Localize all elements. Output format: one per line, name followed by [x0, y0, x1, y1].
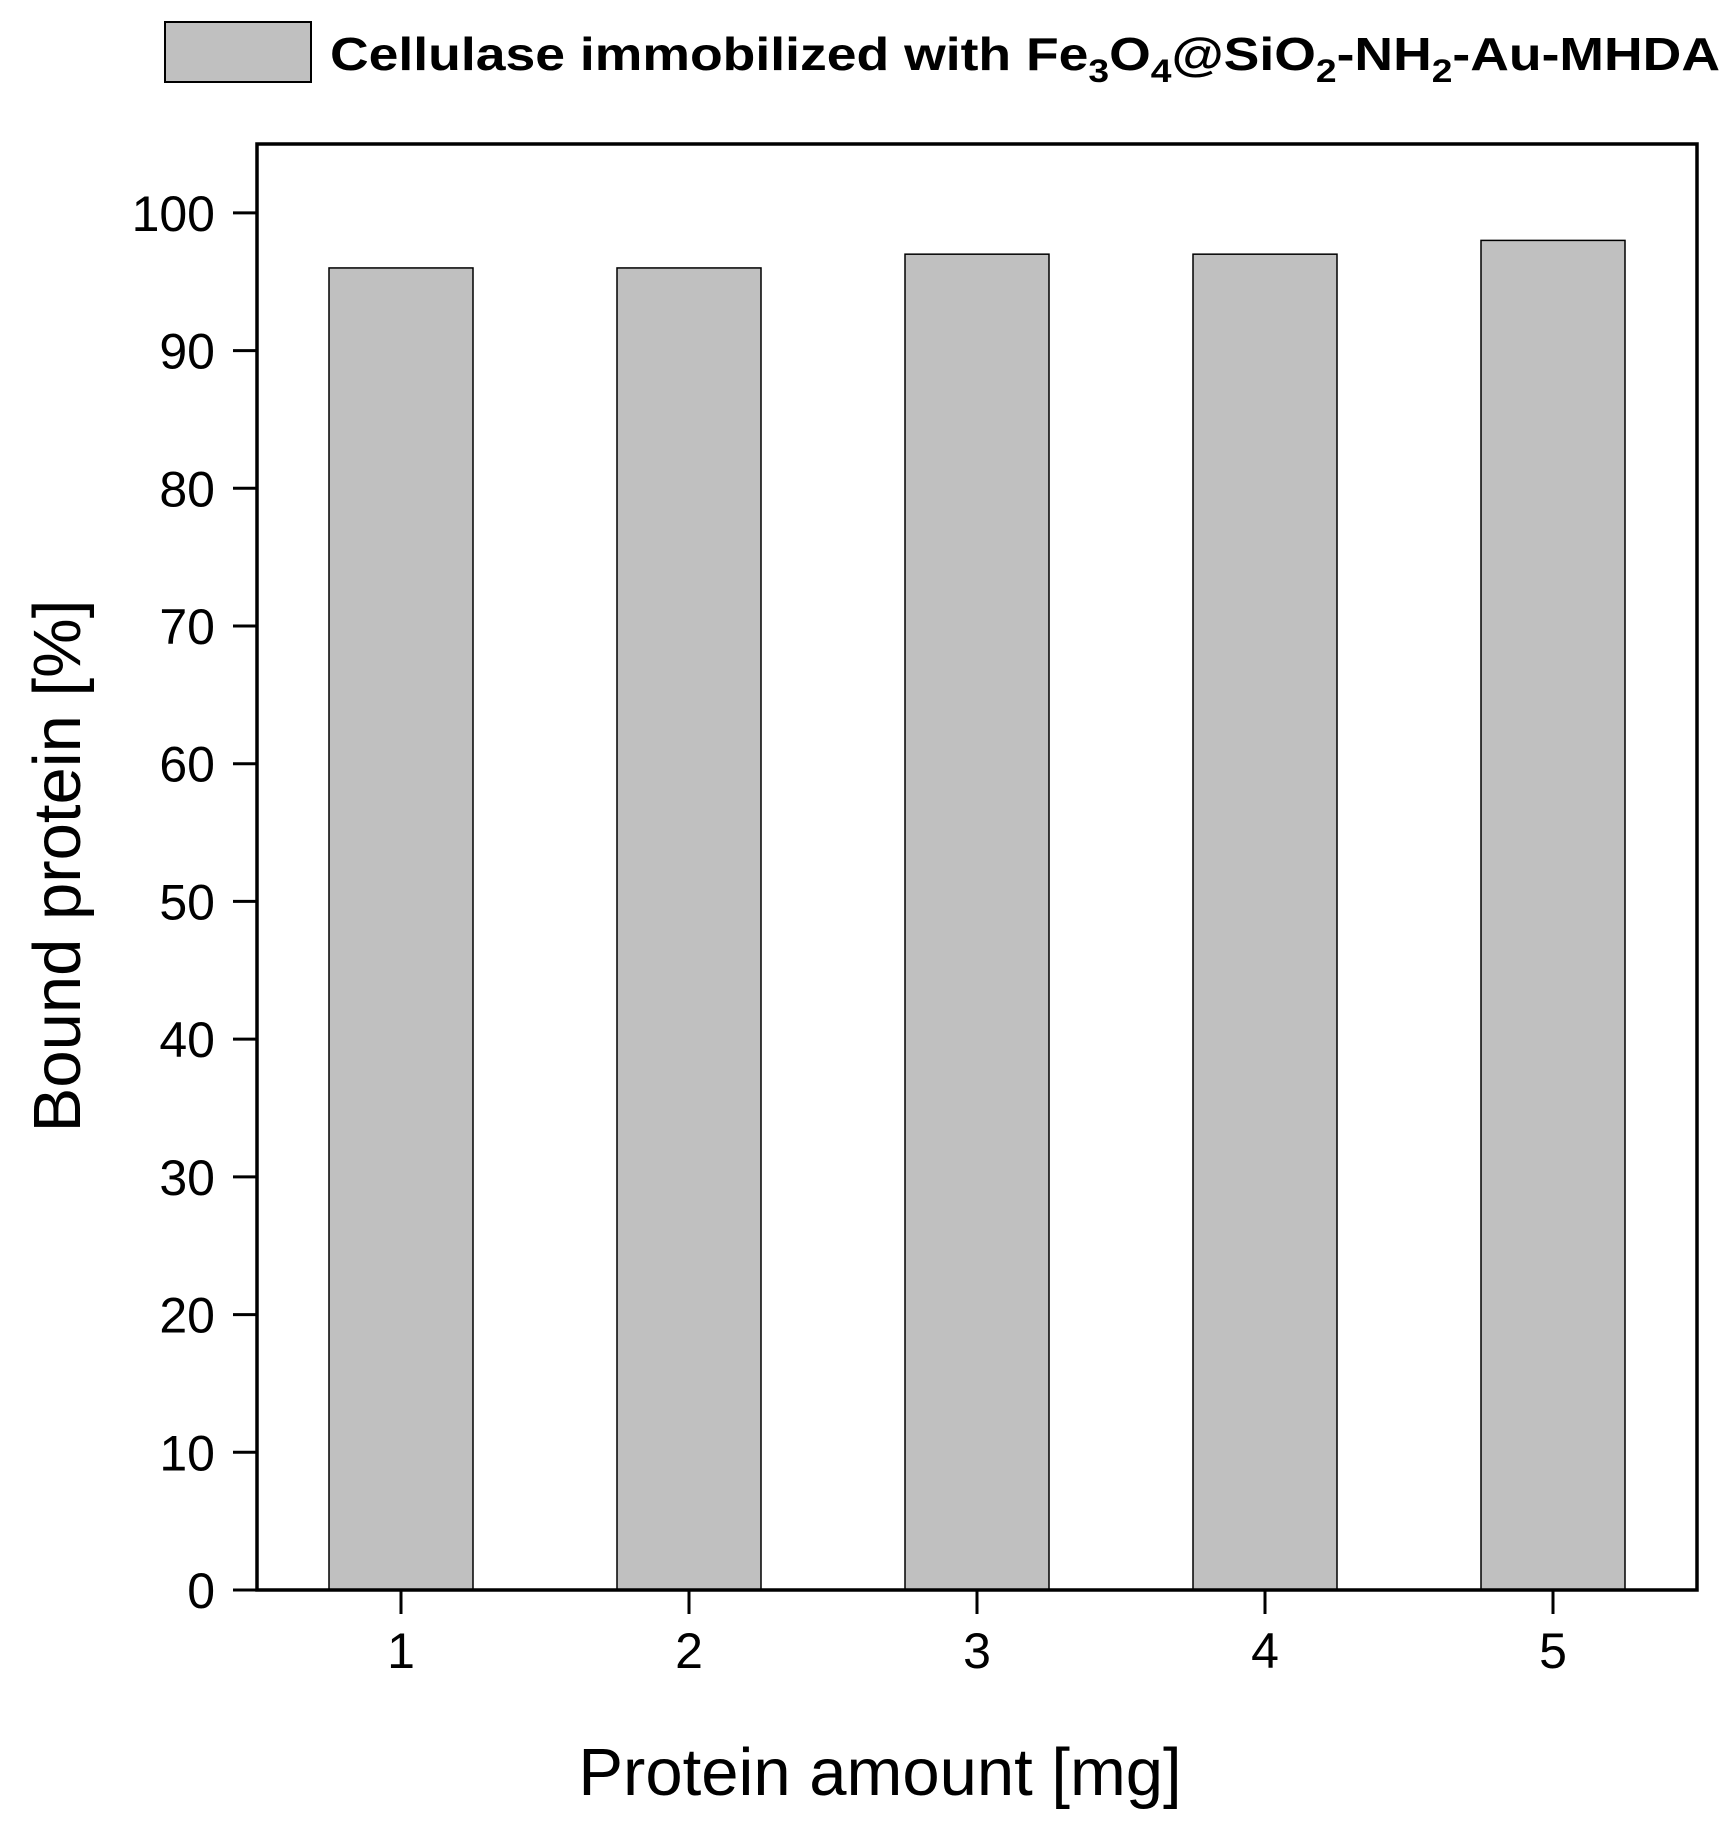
legend-label: Cellulase immobilized with Fe 3O 4@SiO 2-NH…: [330, 28, 1720, 89]
legend-swatch: [164, 21, 312, 83]
x-tick-label: 4: [1251, 1623, 1279, 1679]
x-tick-label: 2: [675, 1623, 703, 1679]
y-tick-label: 30: [159, 1150, 215, 1206]
y-tick-label: 60: [159, 737, 215, 793]
bar: [904, 253, 1050, 1591]
x-tick-label: 5: [1539, 1623, 1567, 1679]
y-tick-label: 70: [159, 599, 215, 655]
y-tick-label: 100: [132, 186, 215, 242]
y-axis-title: Bound protein [%]: [20, 600, 95, 1133]
y-tick-label: 0: [187, 1563, 215, 1619]
y-tick-label: 40: [159, 1012, 215, 1068]
bar: [1192, 253, 1338, 1591]
x-tick-label: 1: [387, 1623, 415, 1679]
y-tick-label: 50: [159, 874, 215, 930]
x-axis-title: Protein amount [mg]: [578, 1735, 1181, 1810]
y-tick-label: 90: [159, 324, 215, 380]
bar: [1480, 239, 1626, 1591]
y-tick-label: 20: [159, 1288, 215, 1344]
bar: [616, 267, 762, 1591]
y-tick-label: 10: [159, 1425, 215, 1481]
x-tick-label: 3: [963, 1623, 991, 1679]
y-tick-label: 80: [159, 461, 215, 517]
bar: [328, 267, 474, 1591]
